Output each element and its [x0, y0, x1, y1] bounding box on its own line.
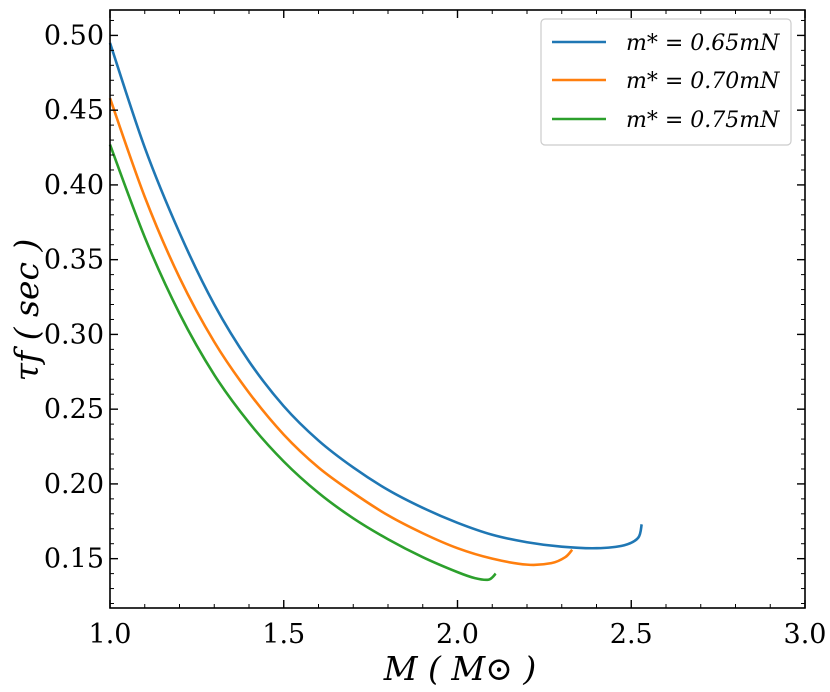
- y-tick-label: 0.25: [44, 394, 104, 425]
- y-tick-label: 0.40: [44, 170, 104, 201]
- y-tick-label: 0.20: [44, 469, 104, 500]
- legend-label-series-3: m* = 0.75mN: [626, 108, 780, 133]
- legend-label-series-1: m* = 0.65mN: [626, 31, 780, 56]
- x-tick-label: 3.0: [784, 619, 827, 650]
- legend: m* = 0.65mN m* = 0.70mN m* = 0.75mN: [540, 18, 792, 146]
- y-tick-label: 0.50: [44, 20, 104, 51]
- series-line-2: [108, 97, 574, 567]
- series-line-3: [108, 144, 497, 582]
- legend-box: [540, 18, 792, 146]
- series-layer: [108, 42, 643, 582]
- y-tick-label: 0.35: [44, 245, 104, 276]
- y-tick-label: 0.15: [44, 544, 104, 575]
- y-tick-label: 0.45: [44, 95, 104, 126]
- x-tick-label: 1.5: [262, 619, 305, 650]
- series-line-1: [108, 42, 643, 550]
- y-axis-label: τf ( sec ): [7, 239, 46, 382]
- x-tick-label: 2.5: [610, 619, 653, 650]
- x-axis-label: M ( M⊙ ): [383, 649, 536, 688]
- legend-label-series-2: m* = 0.70mN: [626, 69, 780, 94]
- axes-layer: 1.0 1.5 2.0 2.5 3.0 0.15 0.20 0.25 0.30 0.35 0.40 0…: [44, 9, 827, 650]
- x-tick-label: 2.0: [436, 619, 479, 650]
- y-tick-label: 0.30: [44, 319, 104, 350]
- x-tick-label: 1.0: [89, 619, 132, 650]
